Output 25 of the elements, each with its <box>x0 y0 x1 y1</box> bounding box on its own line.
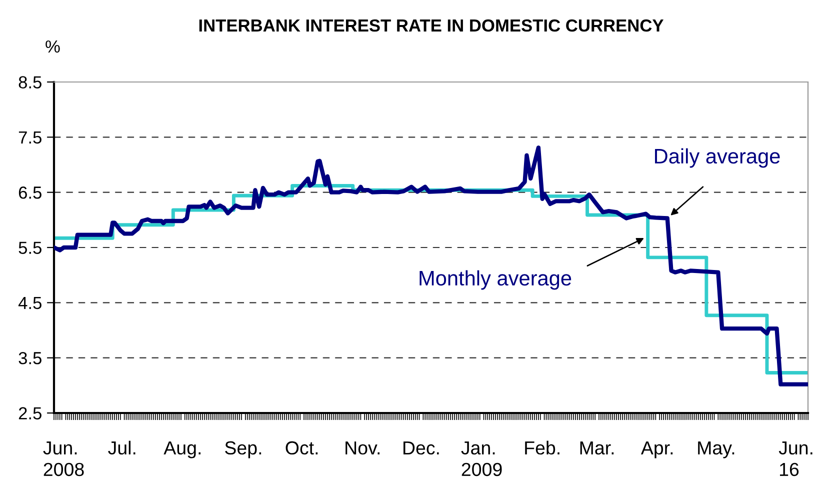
x-tick-label: Jul. <box>108 440 136 455</box>
x-tick-label: Jan. 2009 <box>461 441 502 476</box>
y-tick-label: 6.5 <box>18 186 42 199</box>
x-tick-label: May. <box>698 441 734 458</box>
x-tick-label: Sep. <box>225 441 262 458</box>
x-tick-label: Feb. <box>525 440 560 455</box>
y-tick-label: 3.5 <box>18 352 42 364</box>
x-tick-label: Jun. 2008 <box>43 441 84 476</box>
x-tick-label: Mar. <box>580 441 614 455</box>
x-tick-label: Dec. <box>403 441 439 455</box>
y-axis-title: % <box>46 40 60 53</box>
x-tick-label: Apr. <box>640 441 673 458</box>
y-tick-label: 4.5 <box>18 297 42 310</box>
y-tick-label: 7.5 <box>18 132 42 144</box>
line-series <box>54 146 808 386</box>
chart-title: INTERBANK INTEREST RATE IN DOMESTIC CURRENCY <box>199 19 664 32</box>
x-tick-label: Nov. <box>346 441 380 455</box>
y-tick-label: 8.5 <box>18 76 42 88</box>
x-tick-label: Oct. <box>286 441 318 455</box>
x-tick-label: Jun. 16 <box>778 441 812 476</box>
y-tick-label: 2.5 <box>18 407 42 420</box>
y-tick-label: 5.5 <box>18 242 42 254</box>
x-tick-label: Aug. <box>164 441 200 458</box>
text: Monthly average <box>420 270 572 290</box>
text: Daily average <box>655 148 780 168</box>
